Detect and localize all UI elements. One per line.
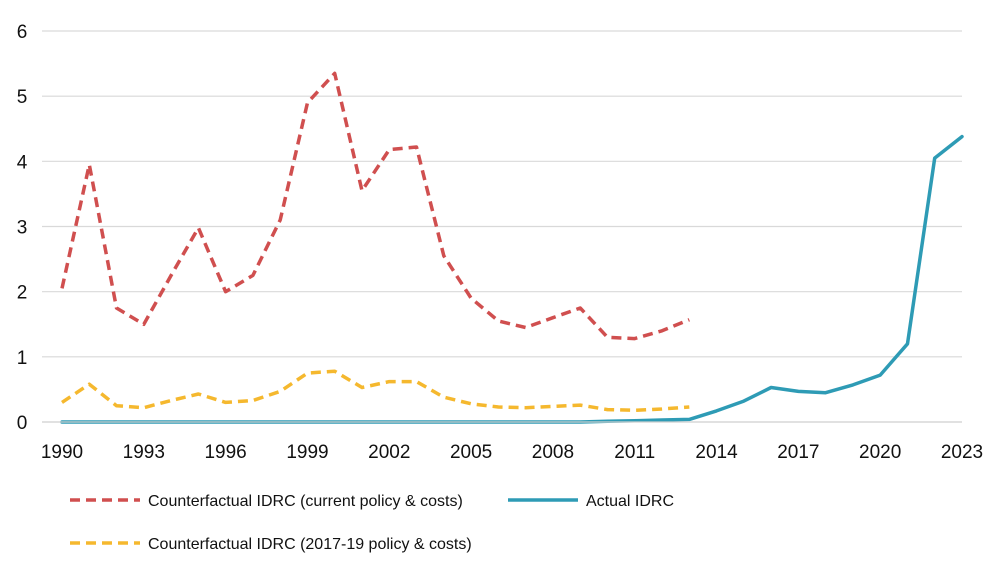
x-tick-label: 1996 [204,442,246,463]
x-tick-label: 2017 [777,442,819,463]
x-tick-label: 1993 [123,442,165,463]
y-tick-label: 5 [17,87,28,108]
y-axis: 0 1 2 3 4 5 6 [17,22,28,434]
x-tick-label: 2020 [859,442,901,463]
legend-item: Counterfactual IDRC (current policy & co… [70,493,463,510]
x-tick-label: 2014 [695,442,738,463]
y-tick-label: 3 [17,218,28,239]
gridlines [42,30,962,358]
legend-label: Counterfactual IDRC (current policy & co… [148,493,463,510]
legend: Counterfactual IDRC (current policy & co… [70,493,674,553]
series-line-1 [60,71,690,341]
series-line-3 [61,369,690,413]
x-tick-label: 2008 [532,442,574,463]
x-axis: 1990 1993 1996 1999 2002 2005 2008 2011 2014 2017… [41,421,983,463]
series-lines [60,71,964,424]
legend-item: Actual IDRC [508,493,674,510]
y-tick-label: 2 [17,283,28,304]
y-tick-label: 4 [17,152,28,173]
legend-label: Actual IDRC [586,493,674,510]
series-line-2 [60,134,964,424]
x-tick-label: 2002 [368,442,410,463]
x-tick-label: 1990 [41,442,83,463]
y-tick-label: 0 [17,413,28,434]
x-tick-label: 2011 [614,442,655,463]
y-tick-label: 6 [17,22,28,43]
legend-item: Counterfactual IDRC (2017-19 policy & co… [70,536,472,553]
y-tick-label: 1 [17,348,28,369]
x-tick-label: 2005 [450,442,492,463]
legend-label: Counterfactual IDRC (2017-19 policy & co… [148,536,472,553]
x-tick-label: 1999 [286,442,328,463]
x-tick-label: 2023 [941,442,983,463]
